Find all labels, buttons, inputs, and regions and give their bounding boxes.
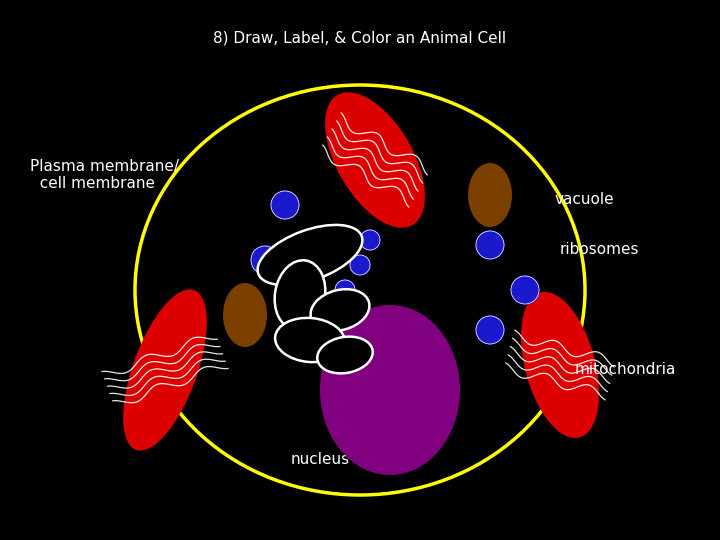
Text: nucleus: nucleus — [290, 453, 350, 468]
Circle shape — [476, 231, 504, 259]
Circle shape — [271, 191, 299, 219]
Ellipse shape — [521, 292, 599, 438]
Ellipse shape — [275, 318, 345, 362]
Circle shape — [360, 230, 380, 250]
Circle shape — [330, 245, 350, 265]
Circle shape — [476, 316, 504, 344]
Ellipse shape — [310, 289, 369, 331]
Ellipse shape — [223, 283, 267, 347]
Ellipse shape — [468, 163, 512, 227]
Circle shape — [511, 276, 539, 304]
Ellipse shape — [325, 92, 425, 228]
Circle shape — [251, 246, 279, 274]
Text: 8) Draw, Label, & Color an Animal Cell: 8) Draw, Label, & Color an Animal Cell — [213, 30, 507, 45]
Text: mitochondria: mitochondria — [575, 362, 676, 377]
Ellipse shape — [320, 305, 460, 475]
Text: Plasma membrane/
  cell membrane: Plasma membrane/ cell membrane — [30, 159, 179, 191]
Circle shape — [335, 280, 355, 300]
Ellipse shape — [123, 289, 207, 450]
Text: vacuole: vacuole — [555, 192, 615, 207]
Ellipse shape — [274, 260, 325, 330]
Circle shape — [350, 255, 370, 275]
Ellipse shape — [318, 336, 373, 373]
Text: ribosomes: ribosomes — [560, 242, 639, 258]
Ellipse shape — [258, 225, 362, 285]
